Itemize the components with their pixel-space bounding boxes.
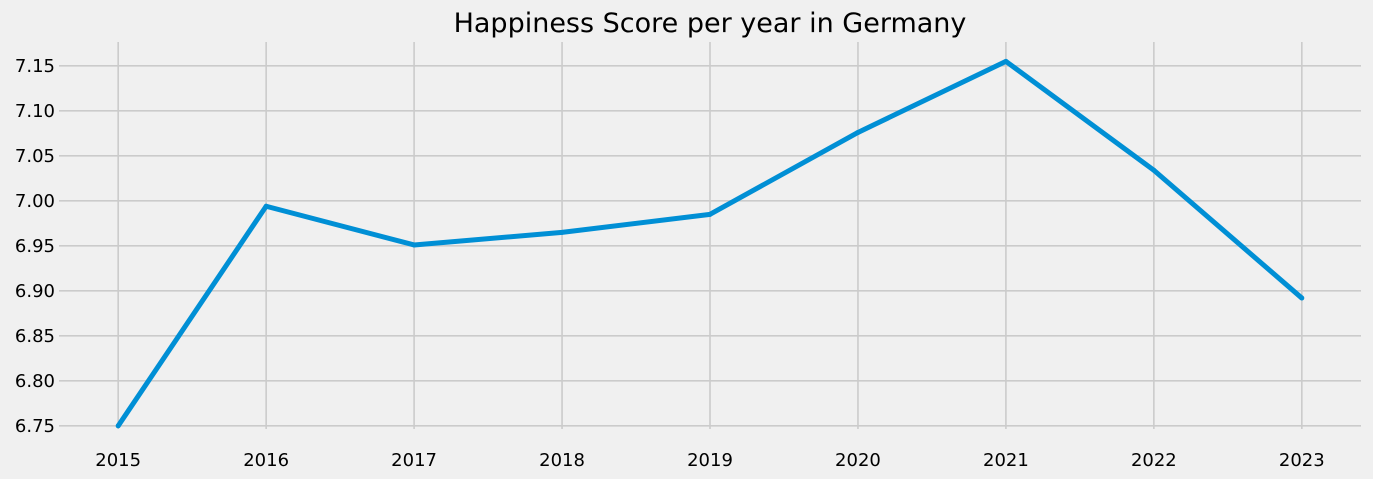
y-tick-label: 7.10: [15, 101, 55, 122]
y-tick-label: 7.05: [15, 146, 55, 167]
x-tick-label: 2022: [1131, 450, 1177, 471]
data-point: [115, 423, 121, 429]
data-point: [855, 129, 861, 135]
series-layer: [115, 58, 1305, 429]
y-tick-label: 6.90: [15, 281, 55, 302]
data-point: [263, 203, 269, 209]
y-tick-label: 7.15: [15, 56, 55, 77]
y-tick-label: 6.80: [15, 371, 55, 392]
data-point: [1299, 295, 1305, 301]
data-point: [559, 229, 565, 235]
data-point: [1151, 167, 1157, 173]
y-axis-ticks: 6.75 6.80 6.85 6.90 6.95 7.00 7.05 7.10 7.15: [15, 56, 55, 437]
x-tick-label: 2023: [1279, 450, 1325, 471]
y-tick-label: 6.75: [15, 416, 55, 437]
x-tick-label: 2017: [391, 450, 437, 471]
x-tick-label: 2018: [539, 450, 585, 471]
data-point: [707, 211, 713, 217]
data-point: [411, 242, 417, 248]
x-axis-ticks: 2015 2016 2017 2018 2019 2020 2021 2022 2023: [95, 450, 1324, 471]
chart-title: Happiness Score per year in Germany: [454, 8, 967, 39]
x-tick-label: 2019: [687, 450, 733, 471]
data-point: [1003, 58, 1009, 64]
x-tick-label: 2016: [243, 450, 289, 471]
y-tick-label: 7.00: [15, 191, 55, 212]
y-tick-label: 6.95: [15, 236, 55, 257]
grid: [59, 42, 1361, 429]
y-tick-label: 6.85: [15, 326, 55, 347]
x-tick-label: 2020: [835, 450, 881, 471]
x-tick-label: 2021: [983, 450, 1029, 471]
x-tick-label: 2015: [95, 450, 141, 471]
